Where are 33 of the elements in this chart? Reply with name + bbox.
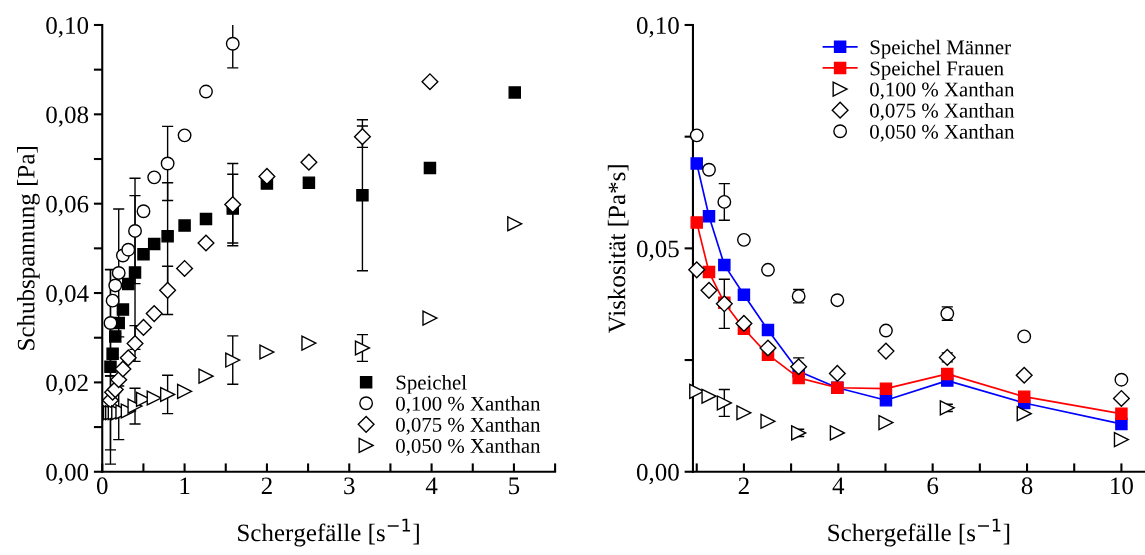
y-tick-label: 0,00 bbox=[636, 463, 679, 485]
x-tick-label: 4 bbox=[832, 477, 845, 494]
y-tick-label: 0,06 bbox=[46, 195, 89, 217]
legend-label: 0,100 % Xanthan bbox=[870, 81, 1015, 100]
legend-label: 0,050 % Xanthan bbox=[870, 124, 1015, 142]
legend-label: Speichel Frauen bbox=[870, 60, 1004, 80]
x-tick-label: 10 bbox=[1111, 477, 1133, 495]
y-tick-label: 0,05 bbox=[636, 240, 679, 261]
y-tick-label: 0,08 bbox=[46, 106, 89, 127]
legend-label: Speichel Männer bbox=[870, 39, 1011, 59]
x-tick-label: 1 bbox=[180, 477, 190, 494]
y-tick-label: 0,04 bbox=[46, 285, 89, 306]
y-tick-label: 0,00 bbox=[46, 463, 89, 485]
x-tick-label: 0 bbox=[96, 477, 108, 495]
x-tick-label: 8 bbox=[1021, 477, 1033, 495]
x-axis-title: Schergefälle [s$^{−1}$] bbox=[238, 518, 419, 547]
y-axis-title: Schubspannung [Pa] bbox=[17, 147, 40, 350]
y-tick-label: 0,02 bbox=[46, 374, 88, 395]
y-tick-label: 0,10 bbox=[636, 17, 679, 38]
legend-label: 0,075 % Xanthan bbox=[396, 417, 541, 435]
x-tick-label: 2 bbox=[738, 477, 749, 494]
y-tick-label: 0,10 bbox=[46, 17, 89, 38]
legend-label: Speichel bbox=[396, 374, 467, 394]
x-tick-label: 4 bbox=[425, 477, 438, 494]
legend-label: 0,075 % Xanthan bbox=[870, 103, 1015, 121]
x-axis-title: Schergefälle [s$^{−1}$] bbox=[828, 518, 1010, 547]
y-axis-title: Viskosität [Pa*s] bbox=[607, 165, 629, 334]
legend-label: 0,050 % Xanthan bbox=[396, 438, 541, 456]
x-tick-label: 6 bbox=[927, 477, 939, 495]
legend-label: 0,100 % Xanthan bbox=[396, 396, 541, 414]
x-tick-label: 2 bbox=[261, 477, 272, 494]
x-tick-label: 5 bbox=[509, 477, 520, 495]
x-tick-label: 3 bbox=[344, 477, 355, 495]
